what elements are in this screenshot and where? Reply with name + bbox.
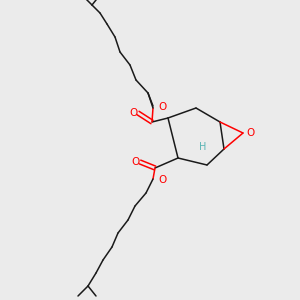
Text: H: H xyxy=(199,142,207,152)
Text: O: O xyxy=(131,157,139,167)
Text: O: O xyxy=(246,128,254,138)
Text: O: O xyxy=(129,108,137,118)
Text: O: O xyxy=(158,102,166,112)
Text: O: O xyxy=(158,175,166,185)
